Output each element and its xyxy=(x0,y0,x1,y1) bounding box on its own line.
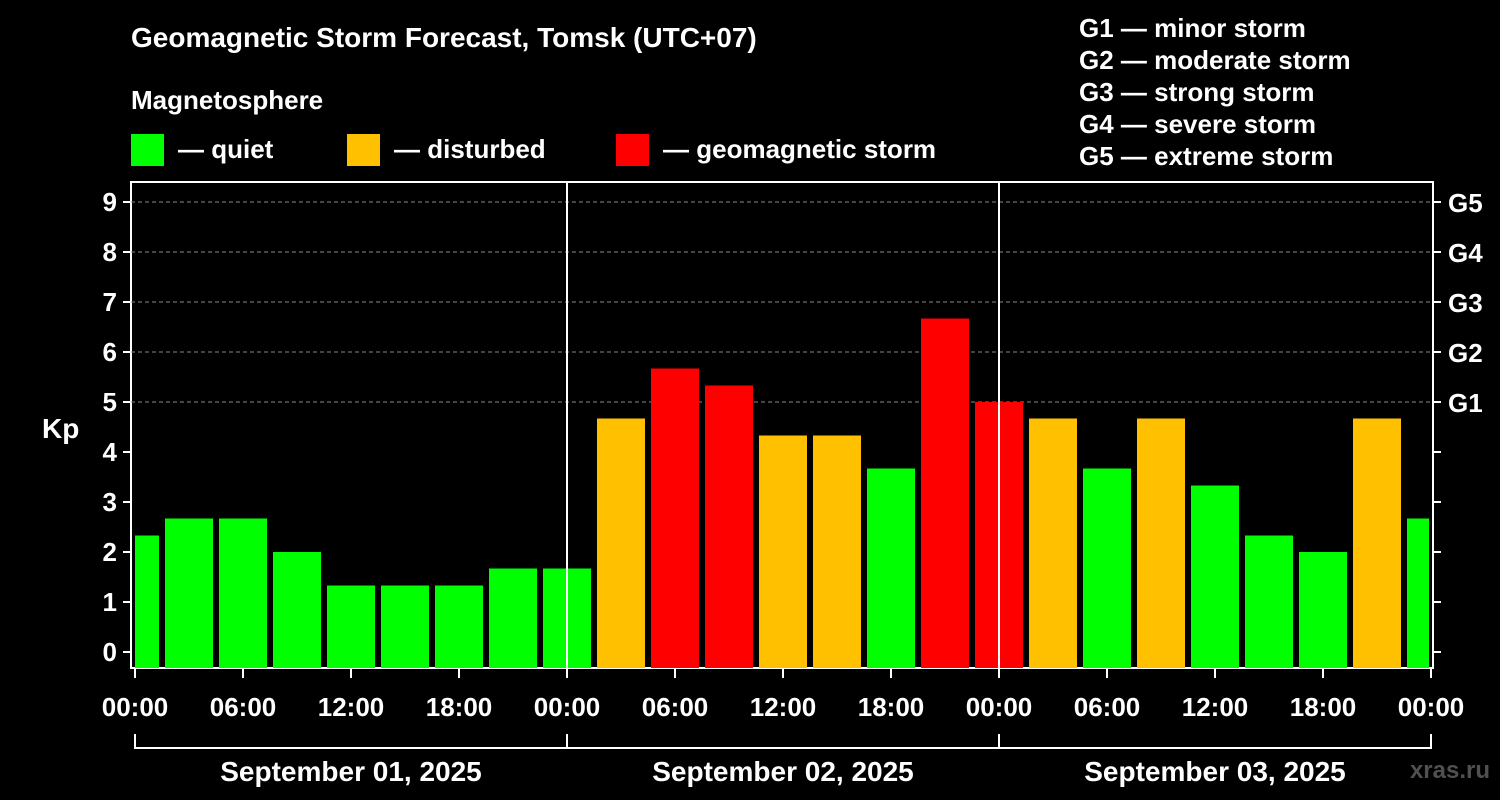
kp-bar xyxy=(327,585,375,668)
kp-bar xyxy=(813,435,861,668)
legend-label-disturbed: — disturbed xyxy=(394,134,546,164)
kp-bar xyxy=(597,418,645,668)
y-tick-label: 2 xyxy=(103,537,117,567)
x-tick-label: 06:00 xyxy=(642,692,709,722)
legend-label-quiet: — quiet xyxy=(178,134,274,164)
y-tick-label: 3 xyxy=(103,487,117,517)
kp-bar xyxy=(921,318,969,668)
x-tick-label: 06:00 xyxy=(210,692,277,722)
g-legend-g2: G2 — moderate storm xyxy=(1079,45,1351,75)
kp-bar xyxy=(759,435,807,668)
watermark: xras.ru xyxy=(1409,757,1490,784)
g-scale-label: G3 xyxy=(1448,288,1483,318)
chart-title: Geomagnetic Storm Forecast, Tomsk (UTC+0… xyxy=(131,22,757,53)
kp-bar xyxy=(165,518,213,668)
legend-swatch-storm xyxy=(616,134,649,166)
g-legend-g3: G3 — strong storm xyxy=(1079,77,1315,107)
legend-swatch-disturbed xyxy=(347,134,380,166)
g-scale-label: G4 xyxy=(1448,238,1483,268)
kp-bar xyxy=(1083,468,1131,668)
g-legend-g4: G4 — severe storm xyxy=(1079,109,1317,139)
kp-bar xyxy=(1299,552,1347,668)
kp-bar xyxy=(1245,535,1293,668)
x-tick-label: 00:00 xyxy=(102,692,169,722)
day-label: September 02, 2025 xyxy=(652,756,914,787)
kp-bar xyxy=(1191,485,1239,668)
kp-bar xyxy=(1407,518,1429,668)
kp-bar xyxy=(867,468,915,668)
g-scale-label: G2 xyxy=(1448,338,1483,368)
x-tick-label: 12:00 xyxy=(1182,692,1249,722)
legend-label-storm: — geomagnetic storm xyxy=(663,134,937,164)
x-tick-label: 18:00 xyxy=(426,692,493,722)
kp-bar xyxy=(705,385,753,668)
x-tick-label: 18:00 xyxy=(1290,692,1357,722)
kp-bar xyxy=(381,585,429,668)
g-scale-legend: G1 — minor storm G2 — moderate storm G3 … xyxy=(1079,12,1351,172)
x-tick-label: 18:00 xyxy=(858,692,925,722)
x-tick-label: 12:00 xyxy=(750,692,817,722)
kp-bar xyxy=(489,568,537,668)
day-label: September 03, 2025 xyxy=(1084,756,1346,787)
x-tick-label: 00:00 xyxy=(1398,692,1465,722)
x-tick-label: 00:00 xyxy=(534,692,601,722)
kp-bar xyxy=(1353,418,1401,668)
x-tick-label: 00:00 xyxy=(966,692,1033,722)
g-scale-label: G5 xyxy=(1448,188,1483,218)
kp-bar xyxy=(651,368,699,668)
kp-bar xyxy=(273,552,321,668)
kp-bar xyxy=(135,535,159,668)
y-tick-label: 7 xyxy=(103,287,117,317)
kp-bar xyxy=(1137,418,1185,668)
y-axis-label: Kp xyxy=(42,413,79,444)
y-tick-label: 0 xyxy=(103,637,117,667)
kp-bar xyxy=(1029,418,1077,668)
magnetosphere-heading: Magnetosphere xyxy=(131,85,324,115)
y-tick-label: 8 xyxy=(103,237,117,267)
x-tick-label: 12:00 xyxy=(318,692,385,722)
kp-bar xyxy=(219,518,267,668)
y-tick-label: 9 xyxy=(103,187,117,217)
g-legend-g5: G5 — extreme storm xyxy=(1079,141,1334,171)
y-tick-label: 4 xyxy=(103,437,118,467)
y-tick-label: 1 xyxy=(103,587,117,617)
legend-swatch-quiet xyxy=(131,134,164,166)
y-tick-label: 6 xyxy=(103,337,117,367)
g-legend-g1: G1 — minor storm xyxy=(1079,13,1306,43)
x-tick-label: 06:00 xyxy=(1074,692,1141,722)
y-tick-label: 5 xyxy=(103,387,117,417)
day-label: September 01, 2025 xyxy=(220,756,482,787)
kp-bar xyxy=(435,585,483,668)
g-scale-label: G1 xyxy=(1448,388,1483,418)
